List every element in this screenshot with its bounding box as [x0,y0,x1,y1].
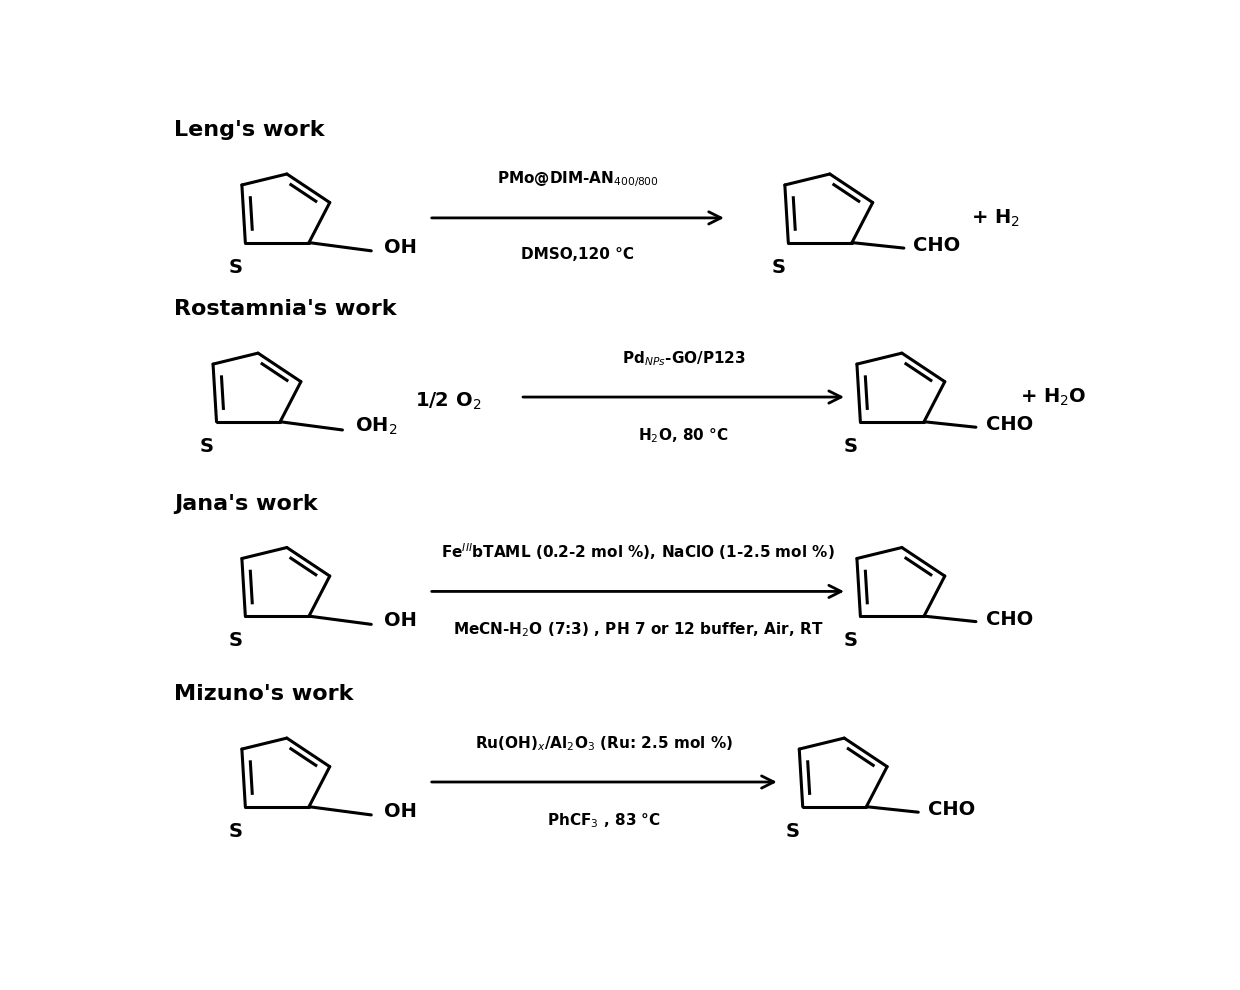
Text: Fe$^{III}$bTAML (0.2-2 mol %), NaClO (1-2.5 mol %): Fe$^{III}$bTAML (0.2-2 mol %), NaClO (1-… [441,542,835,562]
Text: Mizuno's work: Mizuno's work [174,684,353,704]
Text: S: S [843,437,858,456]
Text: 1/2 O$_2$: 1/2 O$_2$ [415,390,481,412]
Text: + H$_2$O: + H$_2$O [1021,386,1086,408]
Text: Jana's work: Jana's work [174,494,317,514]
Text: CHO: CHO [986,416,1033,435]
Text: S: S [771,257,786,277]
Text: CHO: CHO [914,237,961,255]
Text: S: S [786,822,800,841]
Text: Ru(OH)$_x$/Al$_2$O$_3$ (Ru: 2.5 mol %): Ru(OH)$_x$/Al$_2$O$_3$ (Ru: 2.5 mol %) [475,735,733,753]
Text: H$_2$O, 80 °C: H$_2$O, 80 °C [639,426,729,445]
Text: PMo@DIM-AN$_{400/800}$: PMo@DIM-AN$_{400/800}$ [497,169,658,189]
Text: S: S [843,632,858,650]
Text: CHO: CHO [928,800,975,820]
Text: S: S [228,257,243,277]
Text: S: S [200,437,213,456]
Text: Rostamnia's work: Rostamnia's work [174,299,397,320]
Text: S: S [228,632,243,650]
Text: + H$_2$: + H$_2$ [971,207,1021,229]
Text: Leng's work: Leng's work [174,120,325,141]
Text: DMSO,120 °C: DMSO,120 °C [521,247,635,262]
Text: OH: OH [383,802,417,821]
Text: S: S [228,822,243,841]
Text: CHO: CHO [986,610,1033,629]
Text: OH: OH [383,238,417,256]
Text: OH$_2$: OH$_2$ [355,416,397,437]
Text: OH: OH [383,611,417,630]
Text: PhCF$_3$ , 83 °C: PhCF$_3$ , 83 °C [547,811,661,830]
Text: MeCN-H$_2$O (7:3) , PH 7 or 12 buffer, Air, RT: MeCN-H$_2$O (7:3) , PH 7 or 12 buffer, A… [453,621,823,640]
Text: Pd$_{NPs}$-GO/P123: Pd$_{NPs}$-GO/P123 [621,349,745,368]
